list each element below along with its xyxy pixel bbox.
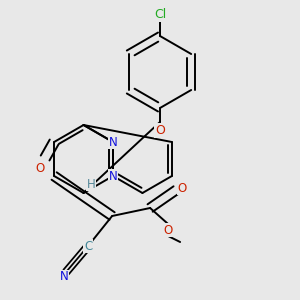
Text: C: C: [84, 239, 92, 253]
Text: N: N: [109, 169, 117, 182]
Text: N: N: [109, 136, 117, 148]
Text: O: O: [35, 161, 45, 175]
Text: Cl: Cl: [154, 8, 166, 20]
Text: H: H: [87, 178, 95, 190]
Text: O: O: [164, 224, 173, 236]
Text: O: O: [178, 182, 187, 194]
Text: O: O: [155, 124, 165, 136]
Text: N: N: [60, 271, 68, 284]
